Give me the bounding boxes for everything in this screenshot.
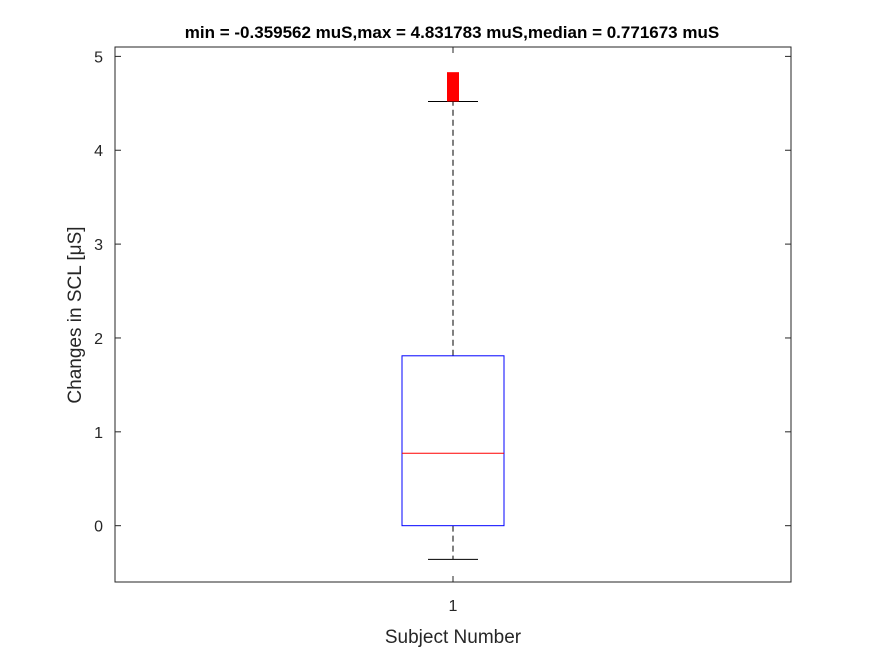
y-tick-label: 3: [94, 237, 103, 254]
y-axis-label: Changes in SCL [μS]: [65, 226, 86, 403]
y-tick-label: 4: [94, 143, 103, 160]
x-axis-ticks: 1: [449, 47, 458, 615]
iqr-box: [401, 355, 505, 527]
box-group: [401, 72, 505, 560]
chart-title: min = -0.359562 muS,max = 4.831783 muS,m…: [185, 23, 719, 42]
x-axis-label: Subject Number: [385, 627, 522, 648]
y-tick-label: 1: [94, 425, 103, 442]
x-tick-label: 1: [449, 598, 458, 615]
box-1: [401, 72, 505, 560]
y-tick-label: 2: [94, 331, 103, 348]
y-axis-ticks: 0 1 2 3 4 5: [94, 49, 791, 536]
y-tick-label: 0: [94, 519, 103, 536]
outlier-marks: [447, 72, 459, 102]
y-tick-label: 5: [94, 49, 103, 66]
